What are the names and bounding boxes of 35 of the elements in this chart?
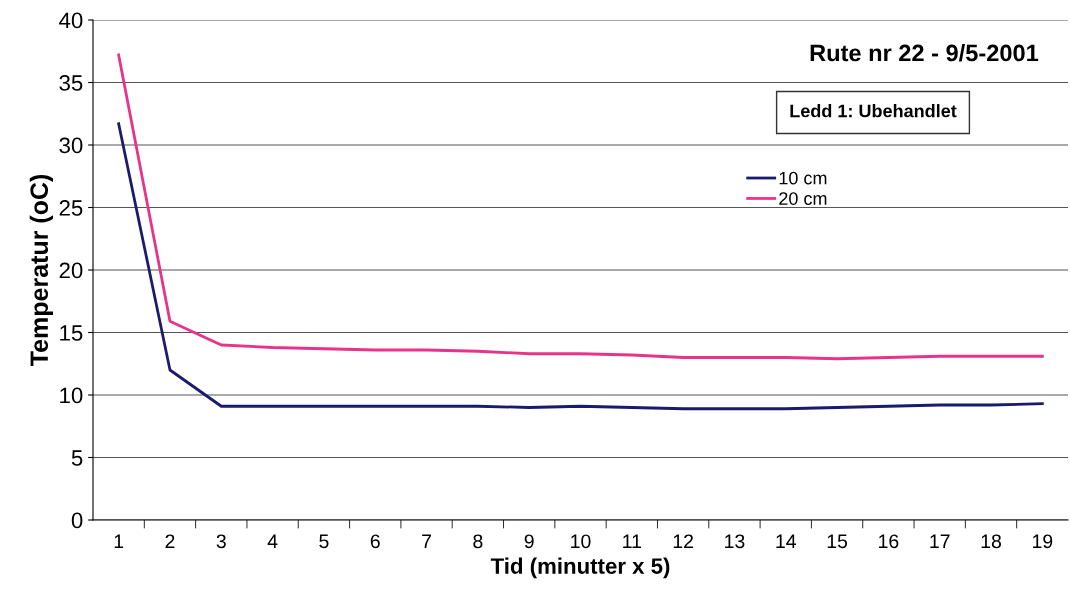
y-tick-label: 35 — [59, 75, 83, 91]
x-tick-label: 2 — [165, 534, 175, 548]
x-tick-label: 7 — [422, 534, 431, 548]
y-tick-label: 5 — [71, 450, 83, 466]
x-tick-label: 13 — [725, 534, 745, 549]
x-tick-label: 14 — [776, 534, 797, 548]
y-axis-title: Temperatur (oC) — [29, 174, 54, 367]
x-axis-title: Tid (minutter x 5) — [490, 557, 670, 579]
y-tick-label: 0 — [71, 512, 83, 529]
x-tick-label: 19 — [1033, 534, 1053, 549]
x-tick-label: 1 — [114, 534, 124, 548]
y-tick-label: 10 — [60, 387, 83, 404]
legend-label: 20 cm — [779, 192, 827, 205]
x-tick-label: 5 — [319, 534, 329, 549]
x-tick-label: 16 — [879, 534, 899, 549]
line-series — [117, 122, 1044, 411]
x-tick-label: 3 — [216, 534, 226, 549]
y-tick-label: 20 — [59, 262, 83, 279]
x-tick-label: 11 — [623, 534, 641, 548]
legend-label: 10 cm — [779, 171, 827, 185]
x-tick-label: 12 — [673, 534, 693, 548]
x-tick-label: 10 — [571, 534, 591, 549]
annotation: Ledd 1: Ubehandlet — [790, 104, 957, 118]
x-tick-label: 4 — [267, 534, 278, 548]
x-tick-label: 18 — [981, 534, 1001, 549]
y-tick-label: 15 — [60, 325, 83, 341]
y-tick-label: 25 — [59, 200, 83, 216]
x-tick-label: 8 — [473, 534, 483, 549]
x-tick-label: 17 — [930, 534, 950, 548]
x-tick-label: 6 — [370, 534, 380, 549]
y-tick-label: 30 — [59, 137, 83, 154]
x-tick-label: 15 — [827, 534, 848, 549]
text: Rute nr 22 - 9/5-2001 — [810, 44, 1039, 62]
x-tick-label: 9 — [524, 534, 534, 549]
y-tick-label: 40 — [59, 12, 83, 29]
